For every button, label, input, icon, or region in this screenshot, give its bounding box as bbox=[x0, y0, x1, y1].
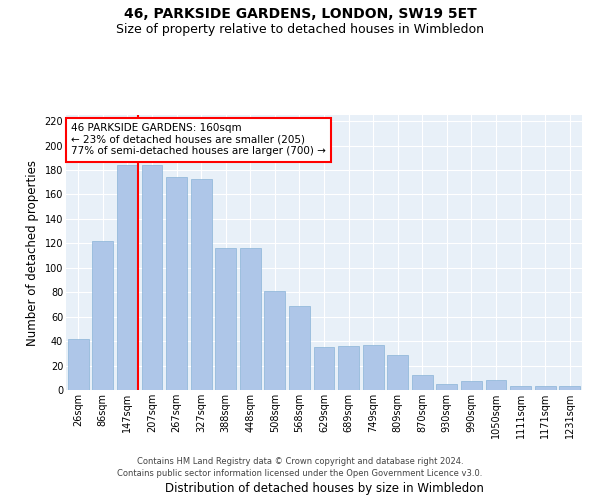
Bar bbox=[166, 178, 187, 390]
Bar bbox=[436, 384, 457, 390]
Bar bbox=[215, 248, 236, 390]
Text: Contains HM Land Registry data © Crown copyright and database right 2024.
Contai: Contains HM Land Registry data © Crown c… bbox=[118, 458, 482, 478]
Bar bbox=[314, 347, 334, 390]
Bar bbox=[191, 178, 212, 390]
Text: Distribution of detached houses by size in Wimbledon: Distribution of detached houses by size … bbox=[164, 482, 484, 495]
Bar bbox=[289, 306, 310, 390]
Bar bbox=[142, 165, 163, 390]
Y-axis label: Number of detached properties: Number of detached properties bbox=[26, 160, 39, 346]
Bar bbox=[535, 386, 556, 390]
Bar bbox=[510, 386, 531, 390]
Bar bbox=[412, 376, 433, 390]
Bar bbox=[240, 248, 261, 390]
Bar bbox=[338, 346, 359, 390]
Bar bbox=[92, 241, 113, 390]
Bar bbox=[68, 338, 89, 390]
Text: Size of property relative to detached houses in Wimbledon: Size of property relative to detached ho… bbox=[116, 22, 484, 36]
Bar bbox=[117, 165, 138, 390]
Bar bbox=[485, 380, 506, 390]
Bar bbox=[559, 386, 580, 390]
Bar bbox=[362, 345, 383, 390]
Bar bbox=[387, 354, 408, 390]
Text: 46 PARKSIDE GARDENS: 160sqm
← 23% of detached houses are smaller (205)
77% of se: 46 PARKSIDE GARDENS: 160sqm ← 23% of det… bbox=[71, 123, 326, 156]
Bar bbox=[265, 291, 286, 390]
Bar bbox=[461, 382, 482, 390]
Text: 46, PARKSIDE GARDENS, LONDON, SW19 5ET: 46, PARKSIDE GARDENS, LONDON, SW19 5ET bbox=[124, 8, 476, 22]
